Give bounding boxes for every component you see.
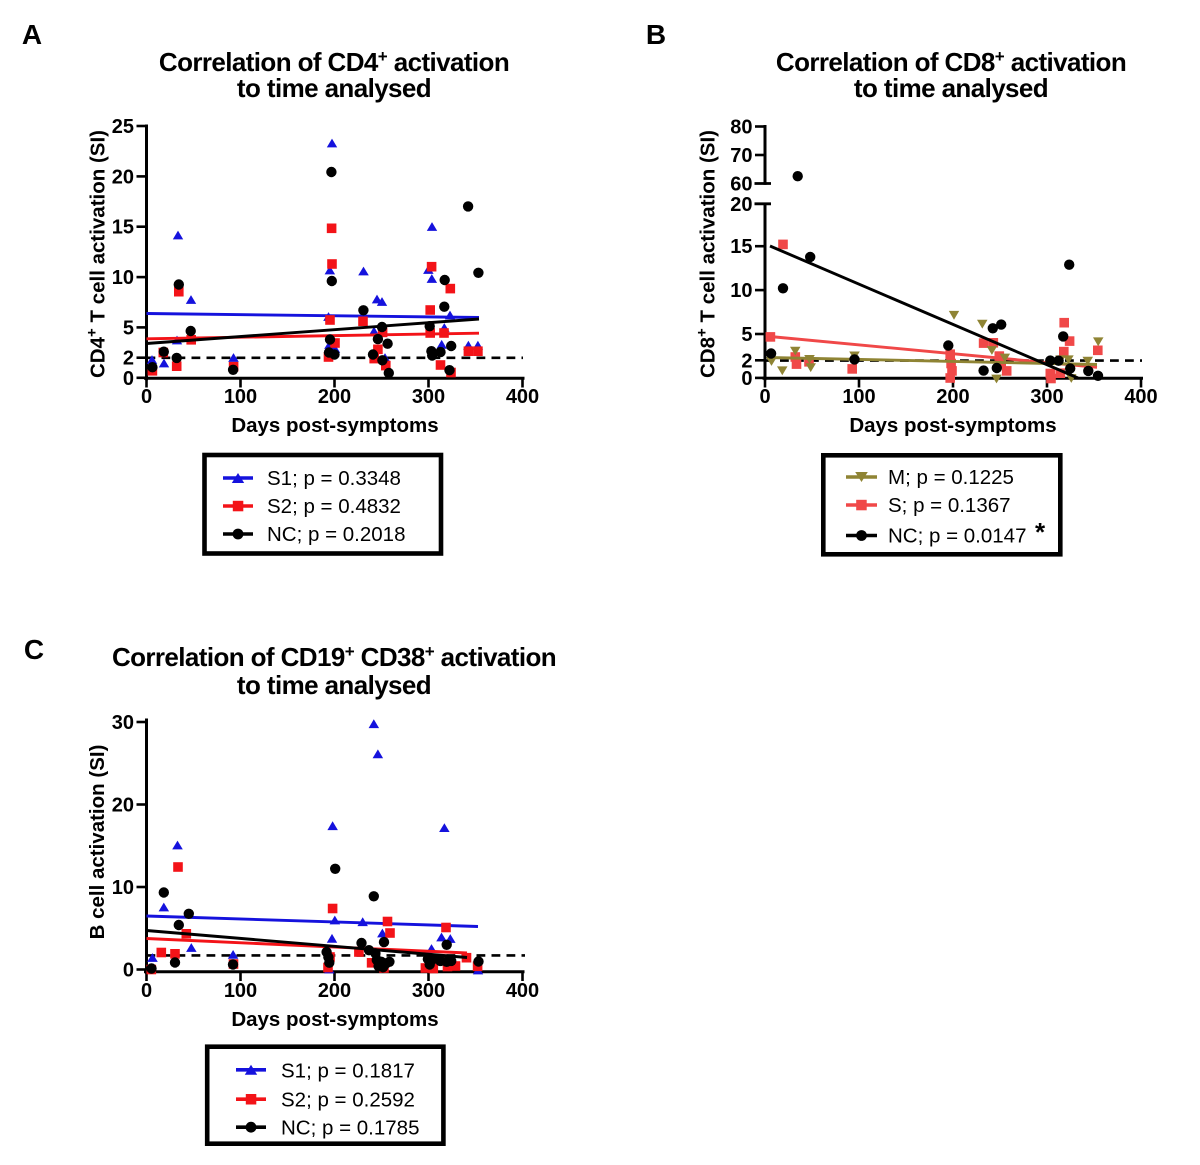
svg-text:S; p = 0.1367: S; p = 0.1367 (888, 494, 1011, 517)
svg-text:0: 0 (123, 960, 134, 982)
svg-text:5: 5 (123, 317, 134, 339)
svg-text:*: * (1035, 517, 1046, 547)
svg-text:400: 400 (506, 980, 539, 1002)
svg-text:200: 200 (936, 386, 969, 408)
svg-text:15: 15 (112, 217, 134, 239)
svg-text:80: 80 (730, 117, 752, 139)
svg-text:Days post-symptoms: Days post-symptoms (231, 414, 438, 437)
svg-text:Correlation of CD4+ activation: Correlation of CD4+ activation (159, 47, 509, 77)
svg-text:S1; p = 0.1817: S1; p = 0.1817 (281, 1059, 415, 1082)
svg-text:0: 0 (141, 386, 152, 408)
svg-text:NC; p = 0.2018: NC; p = 0.2018 (267, 523, 405, 546)
svg-text:M; p = 0.1225: M; p = 0.1225 (888, 466, 1014, 489)
svg-text:Days post-symptoms: Days post-symptoms (231, 1008, 438, 1031)
svg-text:2: 2 (123, 348, 134, 370)
svg-text:300: 300 (1030, 386, 1063, 408)
svg-text:300: 300 (412, 980, 445, 1002)
svg-text:70: 70 (730, 145, 752, 167)
svg-text:B cell activation (SI): B cell activation (SI) (86, 745, 109, 940)
svg-text:NC; p = 0.1785: NC; p = 0.1785 (281, 1117, 419, 1140)
svg-text:20: 20 (112, 166, 134, 188)
svg-text:400: 400 (1124, 386, 1157, 408)
svg-text:2: 2 (741, 350, 752, 372)
svg-text:15: 15 (730, 236, 752, 258)
svg-text:20: 20 (112, 795, 134, 817)
svg-text:B: B (646, 19, 666, 50)
svg-text:CD4+ T cell activation (SI): CD4+ T cell activation (SI) (84, 130, 110, 378)
svg-text:10: 10 (112, 267, 134, 289)
svg-text:A: A (22, 19, 42, 50)
svg-text:Correlation of CD19+ CD38+ act: Correlation of CD19+ CD38+ activation (112, 642, 556, 672)
svg-text:0: 0 (741, 368, 752, 390)
svg-text:100: 100 (224, 980, 257, 1002)
svg-text:25: 25 (112, 116, 134, 138)
svg-text:Correlation of CD8+ activation: Correlation of CD8+ activation (776, 47, 1126, 77)
svg-text:to time analysed: to time analysed (237, 670, 431, 700)
svg-text:200: 200 (318, 980, 351, 1002)
svg-text:to time analysed: to time analysed (237, 73, 431, 103)
svg-text:20: 20 (730, 194, 752, 216)
svg-text:200: 200 (318, 386, 351, 408)
svg-text:S2; p = 0.4832: S2; p = 0.4832 (267, 495, 401, 518)
svg-text:CD8+ T cell activation (SI): CD8+ T cell activation (SI) (694, 130, 720, 378)
svg-text:100: 100 (842, 386, 875, 408)
svg-text:30: 30 (112, 712, 134, 734)
svg-text:S1; p = 0.3348: S1; p = 0.3348 (267, 467, 401, 490)
svg-text:NC; p = 0.0147: NC; p = 0.0147 (888, 525, 1026, 548)
svg-text:60: 60 (730, 174, 752, 196)
svg-text:300: 300 (412, 386, 445, 408)
svg-text:400: 400 (506, 386, 539, 408)
svg-text:100: 100 (224, 386, 257, 408)
svg-text:to time analysed: to time analysed (854, 73, 1048, 103)
svg-text:0: 0 (759, 386, 770, 408)
svg-text:S2; p = 0.2592: S2; p = 0.2592 (281, 1089, 415, 1112)
svg-text:5: 5 (741, 324, 752, 346)
svg-text:C: C (24, 634, 44, 665)
svg-text:Days post-symptoms: Days post-symptoms (849, 414, 1056, 437)
svg-text:0: 0 (141, 980, 152, 1002)
svg-text:0: 0 (123, 368, 134, 390)
svg-text:10: 10 (112, 877, 134, 899)
svg-text:10: 10 (730, 280, 752, 302)
